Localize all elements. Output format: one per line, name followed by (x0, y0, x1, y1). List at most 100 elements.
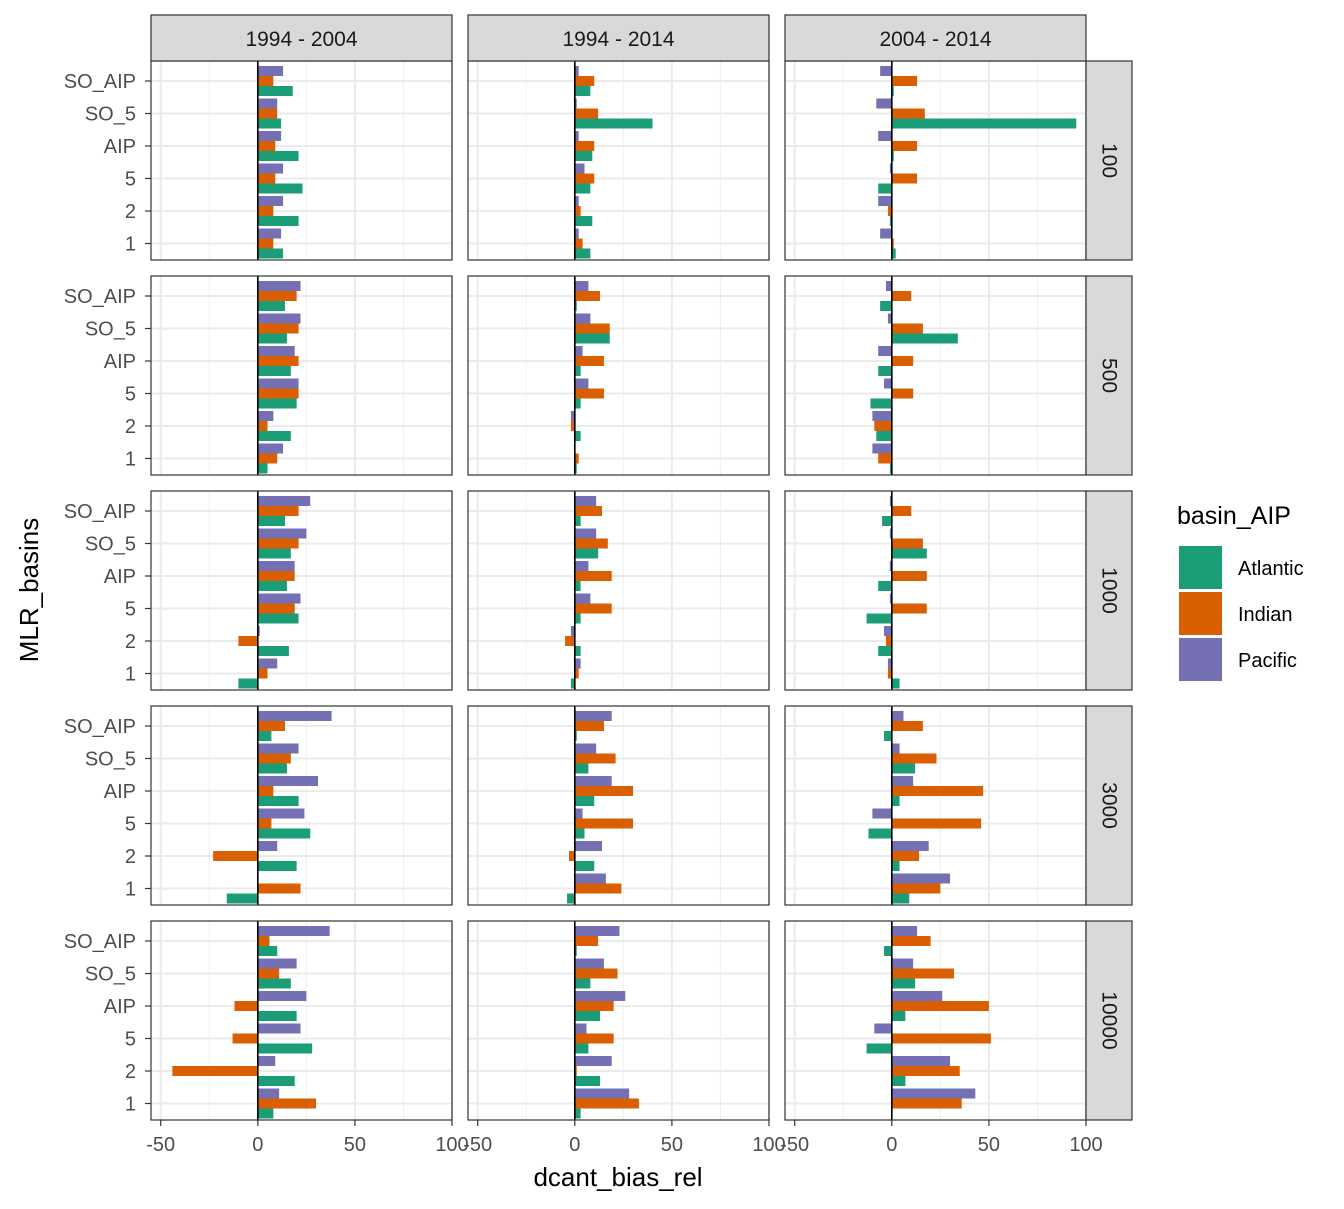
bar-pacific-aip (878, 346, 892, 356)
x-tick-label: 0 (252, 1134, 263, 1156)
panel-border (150, 275, 453, 476)
bar-atlantic-aip (257, 581, 287, 591)
bar-atlantic-2 (574, 1076, 601, 1086)
column-strip (784, 14, 1087, 62)
bar-pacific-aip (878, 131, 892, 141)
panel-background (785, 921, 1086, 1120)
bar-indian-1 (891, 883, 941, 894)
panel-background (468, 706, 769, 905)
bar-atlantic-aip (891, 1011, 906, 1021)
bar-atlantic-1 (226, 893, 258, 904)
y-tick-label: SO_AIP (64, 931, 136, 953)
y-tick-label: 1 (125, 234, 136, 256)
y-tick-label: 2 (125, 1061, 136, 1083)
bar-indian-aip (574, 356, 604, 366)
bar-pacific-2 (257, 411, 274, 421)
bar-indian-1 (574, 883, 622, 894)
bar-indian-1 (257, 1098, 317, 1109)
bar-atlantic-so_5 (257, 333, 287, 344)
panel-border (467, 275, 770, 476)
x-tick-label: 50 (978, 1134, 1000, 1156)
bar-pacific-so_5 (891, 743, 900, 754)
bar-atlantic-2 (574, 431, 581, 441)
bar-indian-1 (574, 453, 579, 464)
bar-atlantic-so_aip (884, 731, 892, 741)
bar-atlantic-aip (891, 796, 900, 806)
bar-atlantic-so_aip (891, 86, 894, 96)
panel-background (468, 491, 769, 690)
bar-pacific-so_5 (876, 98, 892, 109)
bar-pacific-aip (574, 561, 589, 571)
bar-atlantic-so_5 (891, 333, 958, 344)
bar-pacific-so_aip (574, 281, 589, 291)
bar-pacific-2 (891, 1056, 951, 1066)
bar-indian-2 (891, 851, 919, 861)
bar-indian-1 (257, 883, 301, 894)
bar-pacific-2 (574, 841, 602, 851)
row-strip-label: 100 (1098, 143, 1121, 178)
bar-indian-so_aip (257, 291, 297, 301)
bar-pacific-so_5 (257, 313, 301, 324)
panel-1-3 (467, 705, 770, 906)
bar-indian-2 (568, 851, 575, 861)
bar-atlantic-aip (574, 366, 581, 376)
bar-pacific-5 (884, 378, 892, 389)
bar-indian-2 (574, 206, 581, 216)
bar-atlantic-2 (257, 646, 289, 656)
x-tick-label: 0 (886, 1134, 897, 1156)
bar-atlantic-aip (878, 581, 892, 591)
bar-indian-aip (257, 571, 295, 581)
bar-atlantic-1 (257, 1108, 274, 1119)
row-strip (1085, 275, 1133, 476)
bar-indian-so_5 (257, 753, 291, 764)
bar-pacific-so_5 (257, 958, 297, 969)
bar-indian-so_aip (257, 936, 270, 946)
bar-indian-so_5 (574, 968, 618, 979)
panel-background (785, 491, 1086, 690)
panel-background (151, 491, 452, 690)
bar-pacific-so_aip (880, 66, 892, 76)
bar-indian-5 (232, 1033, 258, 1044)
bar-pacific-1 (891, 873, 951, 884)
bar-indian-so_aip (257, 76, 274, 86)
bar-pacific-2 (872, 411, 892, 421)
y-tick-label: 5 (125, 169, 136, 191)
bar-pacific-so_aip (885, 281, 892, 291)
bar-pacific-so_aip (574, 926, 620, 936)
bar-atlantic-so_5 (891, 763, 916, 774)
bar-atlantic-aip (257, 1011, 297, 1021)
y-tick-label: AIP (104, 996, 136, 1018)
bar-pacific-so_5 (889, 528, 892, 539)
y-axis-title: MLR_basins (14, 518, 44, 663)
panel-0-2 (150, 490, 453, 691)
bar-atlantic-so_aip (257, 731, 272, 741)
bar-pacific-2 (257, 196, 284, 206)
bar-pacific-so_aip (257, 496, 311, 506)
bar-indian-so_aip (574, 506, 602, 516)
bar-pacific-1 (257, 1088, 280, 1099)
bar-indian-aip (234, 1001, 258, 1011)
x-axis-title: dcant_bias_rel (533, 1162, 702, 1192)
panel-2-4 (784, 920, 1087, 1121)
bar-indian-aip (574, 1001, 614, 1011)
bar-atlantic-aip (891, 151, 894, 161)
bar-atlantic-1 (567, 893, 575, 904)
bar-atlantic-2 (878, 646, 892, 656)
bar-pacific-1 (574, 228, 579, 239)
bar-atlantic-5 (574, 398, 581, 409)
bar-atlantic-aip (257, 796, 299, 806)
bar-indian-aip (891, 356, 914, 366)
panel-border (467, 705, 770, 906)
bar-atlantic-so_5 (891, 978, 916, 989)
legend-swatch-pacific (1179, 638, 1222, 681)
bar-pacific-aip (574, 131, 579, 141)
legend-label-atlantic: Atlantic (1238, 558, 1304, 580)
bar-indian-1 (887, 668, 892, 679)
y-tick-label: SO_5 (85, 319, 136, 341)
bar-pacific-aip (257, 346, 295, 356)
panel-background (468, 921, 769, 1120)
bar-indian-so_5 (257, 538, 299, 549)
bar-indian-1 (257, 668, 268, 679)
bar-indian-so_aip (891, 936, 931, 946)
bar-atlantic-1 (574, 1108, 581, 1119)
